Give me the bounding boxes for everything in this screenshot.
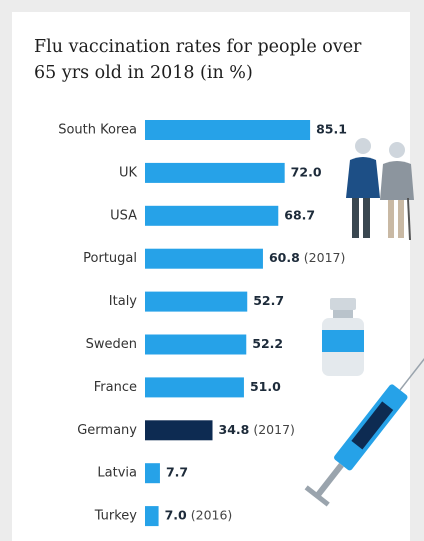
bar <box>145 162 285 183</box>
bar <box>145 291 248 312</box>
category-label: Italy <box>109 294 138 309</box>
bar <box>145 120 311 140</box>
illustration-vial <box>322 298 364 376</box>
value-label: 52.2 <box>252 336 283 351</box>
category-label: Latvia <box>97 466 137 481</box>
value-label: 7.7 <box>166 465 188 480</box>
category-label: Sweden <box>86 337 137 352</box>
category-label: Turkey <box>94 509 138 524</box>
category-label: South Korea <box>58 123 137 138</box>
bar <box>145 205 279 226</box>
year-note: (2017) <box>304 250 346 265</box>
category-label: Portugal <box>83 251 137 266</box>
bar <box>145 463 160 484</box>
bar <box>145 248 263 269</box>
value-label: 51.0 <box>250 379 281 394</box>
value-label: 68.7 <box>284 207 315 222</box>
bar <box>145 377 244 398</box>
year-note: (2017) <box>253 422 295 437</box>
bar <box>145 334 247 355</box>
value-label: 34.8 <box>219 422 250 437</box>
value-label: 7.0 <box>165 508 187 523</box>
chart-title: Flu vaccination rates for people over <box>34 37 362 57</box>
chart-title: 65 yrs old in 2018 (in %) <box>34 63 253 83</box>
year-note: (2016) <box>191 508 233 523</box>
category-label: Germany <box>77 423 137 438</box>
bar <box>145 420 213 441</box>
value-label: 60.8 <box>269 250 300 265</box>
category-label: USA <box>110 208 137 223</box>
category-label: UK <box>119 165 138 180</box>
bar <box>145 506 159 527</box>
value-label: 52.7 <box>253 293 284 308</box>
value-label: 85.1 <box>316 122 347 137</box>
category-label: France <box>94 380 137 395</box>
illustration-couple <box>346 138 414 241</box>
value-label: 72.0 <box>291 164 322 179</box>
illustration-syringe <box>304 350 424 507</box>
